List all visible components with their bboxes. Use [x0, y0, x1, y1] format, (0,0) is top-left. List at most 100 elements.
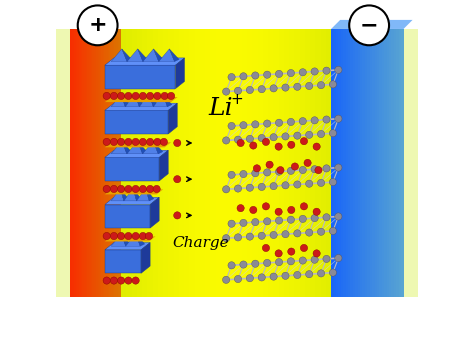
Circle shape — [275, 250, 282, 257]
Circle shape — [234, 185, 242, 192]
Circle shape — [125, 92, 132, 100]
Circle shape — [173, 212, 181, 219]
Bar — [300, 29, 305, 297]
Circle shape — [318, 81, 325, 89]
Bar — [396, 29, 399, 297]
Circle shape — [253, 165, 261, 172]
Circle shape — [287, 216, 294, 223]
Bar — [279, 29, 284, 297]
Circle shape — [270, 85, 277, 92]
Circle shape — [240, 73, 247, 80]
Circle shape — [323, 116, 330, 123]
Bar — [370, 29, 372, 297]
Circle shape — [222, 88, 230, 95]
Circle shape — [313, 208, 320, 215]
Polygon shape — [124, 188, 137, 201]
Bar — [81, 29, 82, 297]
Circle shape — [246, 184, 254, 191]
Bar — [365, 29, 367, 297]
Bar — [289, 29, 294, 297]
Polygon shape — [169, 49, 179, 62]
Circle shape — [306, 229, 313, 236]
Circle shape — [311, 117, 318, 124]
Polygon shape — [137, 188, 149, 201]
Circle shape — [258, 232, 265, 239]
Circle shape — [252, 260, 259, 268]
Polygon shape — [105, 58, 184, 65]
Circle shape — [335, 115, 342, 122]
Circle shape — [246, 275, 254, 282]
Circle shape — [110, 185, 118, 193]
Polygon shape — [137, 49, 147, 62]
Circle shape — [250, 206, 257, 214]
Circle shape — [167, 92, 175, 100]
Text: +: + — [230, 92, 243, 107]
Bar — [91, 29, 92, 297]
Bar — [101, 29, 102, 297]
Bar — [389, 29, 392, 297]
Circle shape — [275, 70, 283, 77]
Circle shape — [240, 219, 247, 227]
Circle shape — [139, 92, 146, 100]
Circle shape — [335, 66, 342, 73]
Bar — [74, 29, 75, 297]
Bar — [210, 29, 216, 297]
Bar — [200, 29, 205, 297]
Circle shape — [234, 275, 242, 283]
Circle shape — [323, 165, 330, 172]
Polygon shape — [105, 97, 178, 102]
Circle shape — [282, 133, 289, 140]
Circle shape — [275, 119, 283, 126]
Bar — [109, 29, 111, 297]
Circle shape — [262, 138, 270, 146]
Polygon shape — [111, 94, 125, 107]
Polygon shape — [126, 233, 140, 246]
Circle shape — [228, 73, 235, 81]
Circle shape — [318, 179, 325, 186]
Polygon shape — [141, 243, 150, 273]
Circle shape — [266, 161, 273, 168]
Text: −: − — [360, 15, 378, 35]
Polygon shape — [153, 94, 167, 107]
Circle shape — [118, 92, 125, 100]
Circle shape — [304, 159, 311, 167]
Bar — [118, 29, 119, 297]
Bar — [346, 29, 348, 297]
Bar — [367, 29, 370, 297]
Circle shape — [132, 277, 139, 284]
Circle shape — [110, 277, 118, 284]
Bar — [106, 29, 108, 297]
Circle shape — [282, 231, 289, 238]
Polygon shape — [122, 49, 132, 62]
Bar — [147, 29, 153, 297]
Circle shape — [294, 272, 301, 279]
Circle shape — [264, 120, 271, 127]
Bar — [384, 29, 387, 297]
Circle shape — [323, 255, 330, 262]
Bar — [331, 29, 334, 297]
Bar — [137, 29, 142, 297]
Bar — [75, 29, 77, 297]
Bar — [111, 29, 113, 297]
Bar — [94, 29, 96, 297]
Bar — [114, 29, 116, 297]
Circle shape — [258, 85, 265, 93]
Circle shape — [118, 232, 125, 240]
Circle shape — [146, 185, 154, 193]
Bar — [221, 29, 226, 297]
Circle shape — [252, 170, 259, 177]
Bar — [98, 29, 99, 297]
Circle shape — [270, 273, 277, 280]
Bar — [294, 29, 300, 297]
Polygon shape — [136, 233, 145, 246]
Text: Li: Li — [208, 97, 233, 120]
Polygon shape — [105, 157, 159, 181]
Bar — [92, 29, 94, 297]
Circle shape — [222, 186, 230, 193]
Circle shape — [246, 233, 254, 240]
Circle shape — [103, 92, 110, 100]
Circle shape — [103, 232, 110, 240]
Bar — [399, 29, 401, 297]
Circle shape — [258, 183, 265, 190]
Polygon shape — [105, 236, 155, 241]
